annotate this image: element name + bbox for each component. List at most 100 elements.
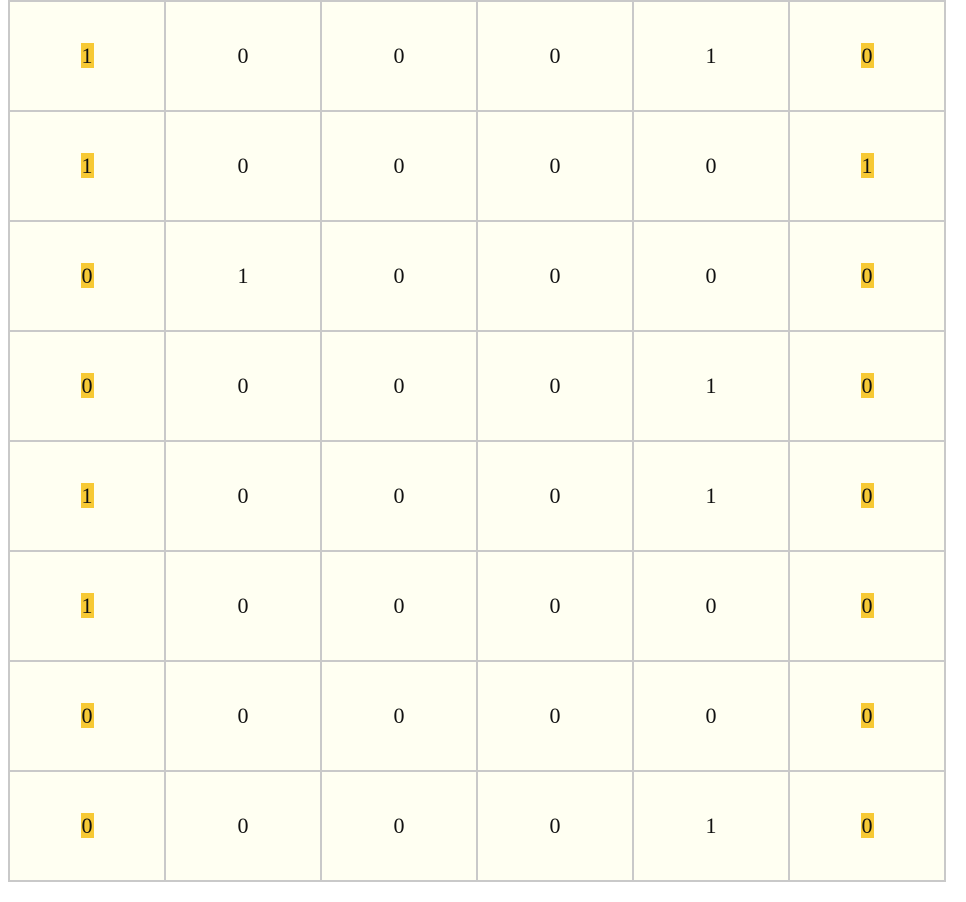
cell-value: 1 [237, 263, 249, 288]
table-cell: 1 [8, 550, 166, 662]
highlighted-value: 1 [80, 43, 94, 68]
table-cell: 0 [164, 660, 322, 772]
highlighted-value: 1 [80, 483, 94, 508]
cell-value: 0 [237, 153, 249, 178]
table-cell: 0 [164, 440, 322, 552]
cell-value: 0 [237, 813, 249, 838]
cell-value: 0 [393, 483, 405, 508]
table-cell: 0 [8, 770, 166, 882]
cell-value: 1 [705, 483, 717, 508]
table-row: 1 0 0 0 0 0 [8, 550, 946, 662]
cell-value: 0 [549, 43, 561, 68]
table-cell: 0 [476, 550, 634, 662]
highlighted-value: 0 [860, 483, 874, 508]
cell-value: 0 [705, 263, 717, 288]
cell-value: 0 [705, 593, 717, 618]
cell-value: 0 [549, 483, 561, 508]
cell-value: 0 [705, 153, 717, 178]
table-cell: 1 [632, 440, 790, 552]
table-cell: 0 [320, 330, 478, 442]
table-cell: 0 [320, 440, 478, 552]
table-row: 0 0 0 0 1 0 [8, 770, 946, 882]
table-cell: 0 [8, 220, 166, 332]
highlighted-value: 0 [80, 373, 94, 398]
table-cell: 0 [788, 220, 946, 332]
table-row: 1 0 0 0 0 1 [8, 110, 946, 222]
cell-value: 1 [705, 813, 717, 838]
highlighted-value: 0 [860, 43, 874, 68]
cell-value: 0 [549, 593, 561, 618]
table-cell: 0 [788, 440, 946, 552]
table-cell: 0 [476, 110, 634, 222]
table-cell: 0 [476, 0, 634, 112]
table-cell: 0 [320, 220, 478, 332]
cell-value: 0 [549, 373, 561, 398]
cell-value: 0 [393, 263, 405, 288]
table-cell: 0 [476, 770, 634, 882]
table-cell: 0 [164, 550, 322, 662]
cell-value: 0 [237, 373, 249, 398]
table-cell: 1 [632, 770, 790, 882]
table-cell: 0 [320, 550, 478, 662]
table-cell: 0 [632, 220, 790, 332]
cell-value: 0 [549, 153, 561, 178]
highlighted-value: 0 [860, 263, 874, 288]
table-cell: 1 [8, 110, 166, 222]
table-row: 1 0 0 0 1 0 [8, 440, 946, 552]
cell-value: 0 [705, 703, 717, 728]
cell-value: 1 [705, 373, 717, 398]
cell-value: 0 [549, 703, 561, 728]
highlighted-value: 1 [80, 593, 94, 618]
cell-value: 0 [237, 593, 249, 618]
cell-value: 1 [705, 43, 717, 68]
table-row: 0 1 0 0 0 0 [8, 220, 946, 332]
table-cell: 0 [476, 660, 634, 772]
table-cell: 0 [8, 330, 166, 442]
table-cell: 0 [320, 770, 478, 882]
table-cell: 1 [788, 110, 946, 222]
table-cell: 1 [632, 0, 790, 112]
cell-value: 0 [393, 593, 405, 618]
table-cell: 0 [476, 440, 634, 552]
table-cell: 1 [164, 220, 322, 332]
highlighted-value: 0 [80, 813, 94, 838]
table-cell: 0 [632, 550, 790, 662]
highlighted-value: 0 [860, 593, 874, 618]
highlighted-value: 0 [80, 703, 94, 728]
table-cell: 0 [476, 220, 634, 332]
table-cell: 0 [788, 550, 946, 662]
table-cell: 1 [8, 440, 166, 552]
cell-value: 0 [237, 703, 249, 728]
cell-value: 0 [393, 813, 405, 838]
table-cell: 0 [164, 0, 322, 112]
cell-value: 0 [549, 263, 561, 288]
highlighted-value: 0 [860, 813, 874, 838]
table-cell: 0 [320, 0, 478, 112]
table-cell: 0 [632, 110, 790, 222]
highlighted-value: 0 [80, 263, 94, 288]
table-cell: 0 [8, 660, 166, 772]
highlighted-value: 1 [860, 153, 874, 178]
highlighted-value: 0 [860, 373, 874, 398]
table-row: 1 0 0 0 1 0 [8, 0, 946, 112]
table-cell: 0 [164, 770, 322, 882]
highlighted-value: 0 [860, 703, 874, 728]
table-row: 0 0 0 0 1 0 [8, 330, 946, 442]
cell-value: 0 [393, 43, 405, 68]
highlighted-value: 1 [80, 153, 94, 178]
table-cell: 0 [320, 110, 478, 222]
cell-value: 0 [549, 813, 561, 838]
table-row: 0 0 0 0 0 0 [8, 660, 946, 772]
table-cell: 0 [320, 660, 478, 772]
binary-matrix-table: 1 0 0 0 1 0 1 0 0 0 0 1 0 1 0 0 0 0 0 0 … [8, 0, 946, 882]
cell-value: 0 [393, 373, 405, 398]
cell-value: 0 [393, 153, 405, 178]
table-cell: 1 [8, 0, 166, 112]
binary-matrix-body: 1 0 0 0 1 0 1 0 0 0 0 1 0 1 0 0 0 0 0 0 … [8, 0, 946, 882]
table-cell: 0 [164, 330, 322, 442]
table-cell: 0 [164, 110, 322, 222]
cell-value: 0 [393, 703, 405, 728]
table-cell: 0 [476, 330, 634, 442]
table-cell: 0 [788, 0, 946, 112]
table-cell: 0 [788, 770, 946, 882]
